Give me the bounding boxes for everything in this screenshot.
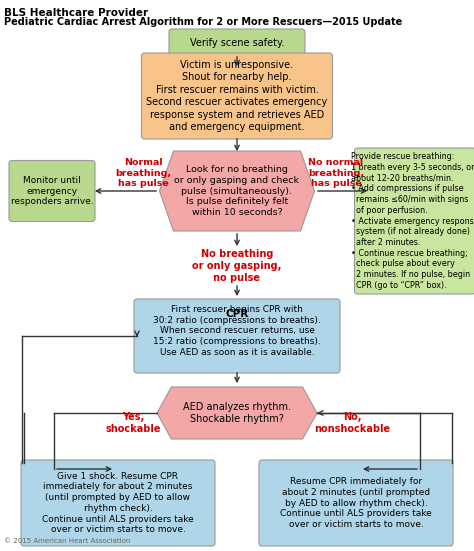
Text: AED analyzes rhythm.
Shockable rhythm?: AED analyzes rhythm. Shockable rhythm? [183,402,291,424]
Text: No breathing
or only gasping,
no pulse: No breathing or only gasping, no pulse [192,249,282,283]
Text: BLS Healthcare Provider: BLS Healthcare Provider [4,8,148,18]
Text: Pediatric Cardiac Arrest Algorithm for 2 or More Rescuers—2015 Update: Pediatric Cardiac Arrest Algorithm for 2… [4,17,402,27]
FancyBboxPatch shape [355,148,474,294]
Text: No normal
breathing,
has pulse: No normal breathing, has pulse [308,158,364,188]
FancyBboxPatch shape [9,160,95,222]
Text: Normal
breathing,
has pulse: Normal breathing, has pulse [115,158,171,188]
Text: Monitor until
emergency
responders arrive.: Monitor until emergency responders arriv… [10,176,93,206]
FancyBboxPatch shape [259,460,453,546]
Text: Verify scene safety.: Verify scene safety. [190,38,284,48]
Polygon shape [159,151,315,231]
FancyBboxPatch shape [169,29,305,57]
Text: Victim is unresponsive.
Shout for nearby help.
First rescuer remains with victim: Victim is unresponsive. Shout for nearby… [146,60,328,132]
Text: Provide rescue breathing:
1 breath every 3-5 seconds, or
about 12-20 breaths/min: Provide rescue breathing: 1 breath every… [351,152,474,290]
Text: Resume CPR immediately for
about 2 minutes (until prompted
by AED to allow rhyth: Resume CPR immediately for about 2 minut… [280,477,432,529]
Text: First rescuer begins CPR with
30:2 ratio (compressions to breaths).
When second : First rescuer begins CPR with 30:2 ratio… [153,305,321,357]
Polygon shape [157,387,317,439]
FancyBboxPatch shape [21,460,215,546]
Text: CPR: CPR [225,309,249,319]
FancyBboxPatch shape [134,299,340,373]
Text: No,
nonshockable: No, nonshockable [314,412,390,434]
Text: Give 1 shock. Resume CPR
immediately for about 2 minutes
(until prompted by AED : Give 1 shock. Resume CPR immediately for… [42,472,194,534]
Text: © 2015 American Heart Association: © 2015 American Heart Association [4,538,130,544]
Text: Look for no breathing
or only gasping and check
pulse (simultaneously).
Is pulse: Look for no breathing or only gasping an… [174,165,300,217]
Text: Yes,
shockable: Yes, shockable [105,412,161,434]
FancyBboxPatch shape [142,53,332,139]
